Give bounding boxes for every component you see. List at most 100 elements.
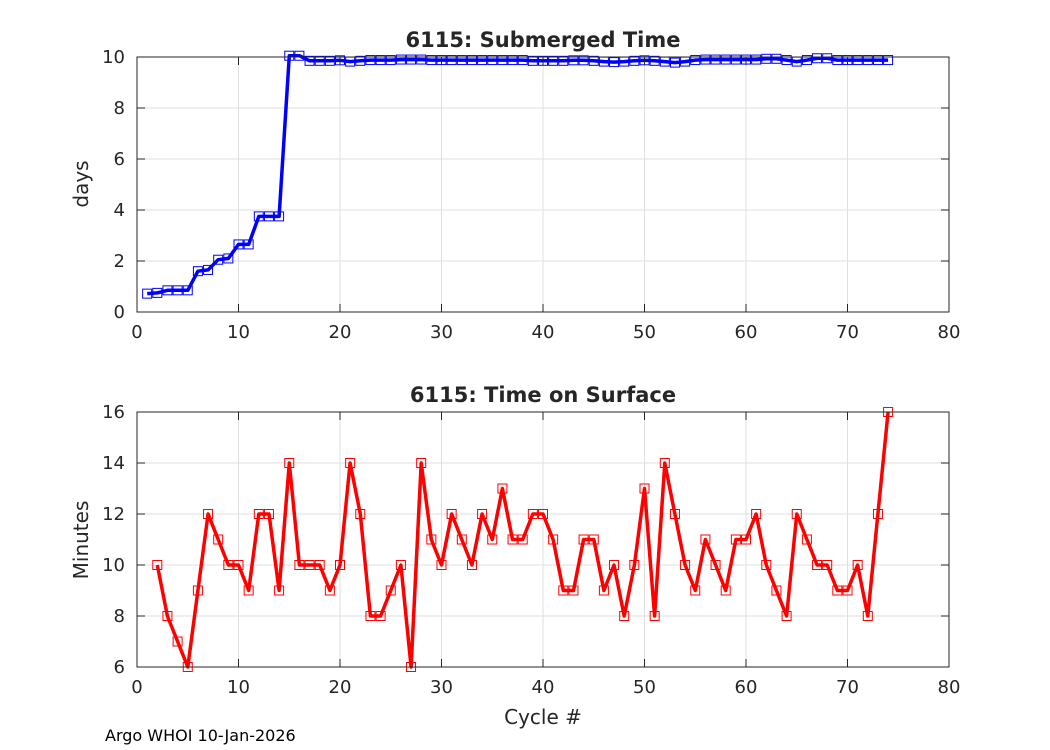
series-line [147,53,889,296]
data-point-marker [730,54,741,65]
data-point-marker [233,239,244,250]
y-tick-label: 4 [114,200,125,221]
y-tick-label: 8 [114,606,125,627]
data-point-marker [669,509,680,519]
data-point-marker [741,534,751,545]
y-tick-label: 0 [114,302,125,323]
series-markers-surface [152,407,894,672]
data-point-marker [781,611,792,621]
data-point-marker [761,560,772,570]
data-point-marker [263,509,274,519]
data-point-marker [548,534,559,545]
data-point-marker [152,287,163,298]
data-point-marker [771,585,782,596]
x-tick-label: 10 [227,677,250,698]
y-tick-label: 12 [102,504,125,525]
data-point-marker [192,266,203,277]
data-point-marker [507,55,518,66]
data-point-marker [538,509,548,519]
data-point-marker [395,560,406,570]
data-point-marker [690,585,701,596]
data-point-marker [507,534,518,545]
x-tick-label: 40 [532,677,555,698]
data-point-marker [466,55,477,66]
data-point-marker [487,55,498,66]
series-line [155,411,890,669]
data-point-marker [842,585,853,596]
data-point-marker [365,55,376,66]
y-axis-label: days [69,160,93,207]
data-point-marker [466,560,477,570]
data-point-marker [253,509,264,519]
data-point-marker [862,611,873,621]
series-line-submerged [147,53,889,296]
data-point-marker [649,55,660,66]
data-point-marker [619,611,630,621]
y-tick-label: 6 [114,149,125,170]
data-point-marker [406,54,417,65]
x-tick-label: 70 [836,677,859,698]
x-tick-labels: 0 10 20 30 40 50 60 70 80 [131,677,960,698]
data-point-marker [578,55,589,66]
data-point-marker [274,585,285,596]
data-point-marker [578,534,589,545]
data-point-marker [263,211,274,222]
data-point-marker [609,57,620,68]
data-point-marker [568,55,579,66]
data-point-marker [395,54,406,65]
data-point-marker [538,55,548,66]
x-tick-labels: 0 10 20 30 40 50 60 70 80 [131,322,960,343]
data-point-marker [172,285,183,296]
data-point-marker [832,55,843,66]
data-point-marker [801,55,812,66]
data-point-marker [223,560,234,570]
y-tick-label: 10 [102,47,125,68]
data-point-marker [730,534,741,545]
data-point-marker [162,611,173,621]
data-point-marker [822,53,833,64]
data-point-marker [203,264,214,275]
data-point-marker [324,55,335,66]
data-point-marker [872,509,883,519]
x-tick-label: 80 [938,322,961,343]
data-point-marker [517,534,528,545]
data-point-marker [284,458,295,468]
x-tick-label: 50 [633,677,656,698]
data-point-marker [649,611,660,621]
y-tick-labels: 0 2 4 6 8 10 [102,47,125,323]
data-point-marker [568,585,579,596]
data-point-marker [659,458,670,468]
data-point-marker [558,585,569,596]
y-tick-labels: 6 8 10 12 14 16 [102,402,125,678]
data-point-marker [872,55,883,66]
data-point-marker [426,55,437,66]
chart-time-on-surface: 0 10 20 30 40 50 60 70 80 6 8 10 12 14 16 6115: Time … [69,383,960,729]
data-point-marker [477,509,488,519]
data-point-marker [416,458,427,468]
data-point-marker [781,55,792,66]
x-tick-label: 0 [131,322,142,343]
data-point-marker [213,254,224,265]
data-point-marker [162,285,173,296]
data-point-marker [761,53,772,64]
data-point-marker [801,534,812,545]
series-markers-submerged [142,50,894,299]
data-point-marker [375,55,386,66]
data-point-marker [304,560,315,570]
y-axis-label: Minutes [69,501,93,580]
data-point-marker [639,483,650,494]
data-point-marker [862,55,873,66]
y-tick-label: 8 [114,98,125,119]
x-tick-label: 60 [735,677,758,698]
data-point-marker [355,55,366,66]
data-point-marker [233,560,244,570]
data-point-marker [416,54,427,65]
data-point-marker [527,55,538,66]
data-point-marker [446,55,457,66]
data-point-marker [355,509,366,519]
x-tick-label: 30 [430,322,453,343]
chart-title: 6115: Submerged Time [405,28,680,52]
data-point-marker [598,585,609,596]
y-tick-label: 16 [102,402,125,423]
